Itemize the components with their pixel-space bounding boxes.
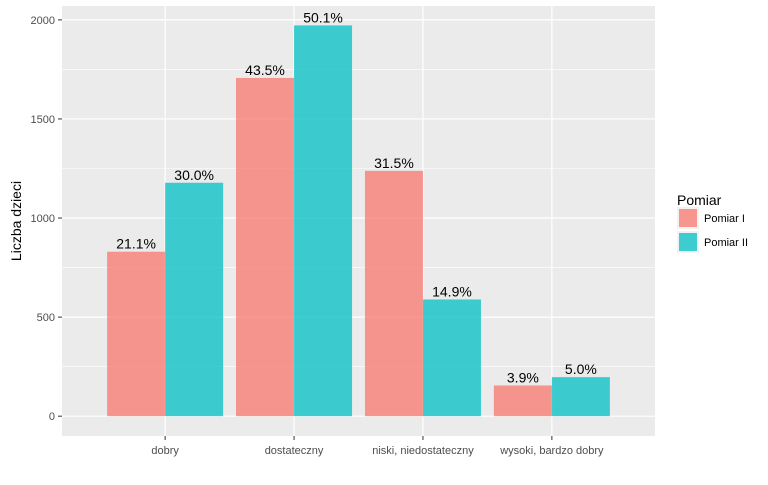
bar xyxy=(422,299,481,417)
legend-label: Pomiar II xyxy=(704,237,748,249)
bar xyxy=(236,77,295,417)
y-tick-label: 500 xyxy=(37,312,55,324)
bar-value-label: 21.1% xyxy=(116,236,156,252)
bar-value-label: 31.5% xyxy=(374,155,414,171)
x-tick-label: dobry xyxy=(151,445,179,457)
bar xyxy=(493,385,552,417)
x-tick-label: niski, niedostateczny xyxy=(372,445,474,457)
y-axis: 0 500 1000 1500 2000 xyxy=(31,15,62,423)
bar-value-label: 5.0% xyxy=(565,361,597,377)
y-tick-label: 2000 xyxy=(31,15,55,27)
legend: Pomiar Pomiar I Pomiar II xyxy=(677,192,748,253)
y-tick-label: 1000 xyxy=(31,213,55,225)
legend-label: Pomiar I xyxy=(704,213,745,225)
bar xyxy=(551,377,610,417)
y-tick-label: 1500 xyxy=(31,114,55,126)
bar xyxy=(107,251,166,417)
x-axis: dobry dostateczny niski, niedostateczny wys… xyxy=(151,436,604,457)
bar-value-label: 14.9% xyxy=(432,283,472,299)
legend-title: Pomiar xyxy=(677,192,722,208)
legend-key xyxy=(679,233,697,251)
x-tick-label: wysoki, bardzo dobry xyxy=(499,445,604,457)
bar-value-label: 30.0% xyxy=(174,167,214,183)
legend-key xyxy=(679,209,697,227)
bar xyxy=(294,25,353,417)
bar-value-label: 43.5% xyxy=(245,62,285,78)
y-axis-title: Liczba dzieci xyxy=(8,181,24,261)
bars xyxy=(107,25,610,417)
y-tick-label: 0 xyxy=(49,411,55,423)
bar xyxy=(364,170,423,417)
data-labels: 21.1% 43.5% 31.5% 3.9% 30.0% 50.1% 14.9% 5.0% xyxy=(116,9,597,385)
x-tick-label: dostateczny xyxy=(265,445,324,457)
bar-value-label: 3.9% xyxy=(507,369,539,385)
bar xyxy=(165,182,224,417)
bar-value-label: 50.1% xyxy=(303,9,343,25)
